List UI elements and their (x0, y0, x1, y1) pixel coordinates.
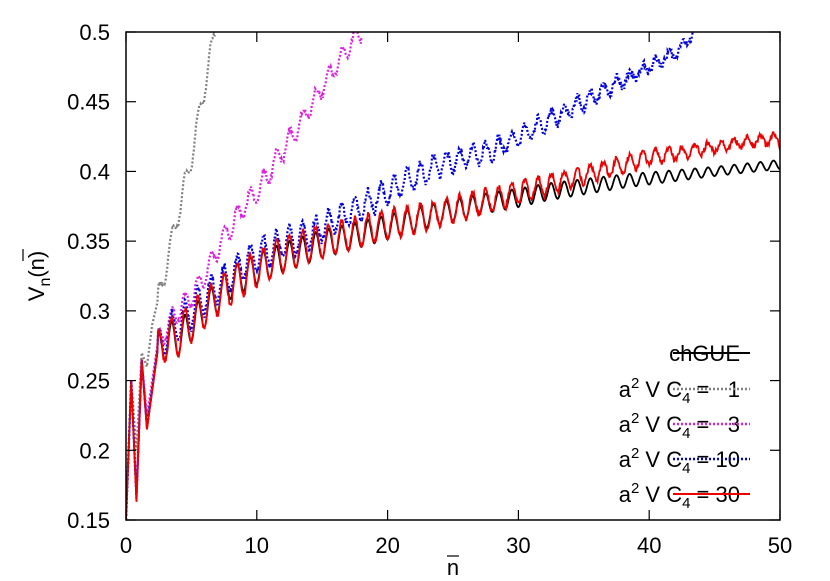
ticks-layer (125, 31, 781, 521)
x-tick-label: 20 (375, 533, 399, 558)
labels-layer: 0 10 20 30 40 50 0.15 0.2 0.25 0.3 0.35 0.4 0.45 0.5 (67, 20, 792, 558)
legend-vc: V C (639, 377, 682, 402)
x-tick-label: 40 (637, 533, 661, 558)
plot-frame (125, 31, 781, 521)
x-tick-label: 0 (120, 533, 132, 558)
legend-value: 10 (716, 447, 740, 472)
legend-value: 1 (716, 377, 740, 402)
y-tick-label: 0.25 (67, 369, 110, 394)
legend-superscript: 2 (631, 445, 639, 462)
x-tick-label: 10 (245, 533, 269, 558)
x-tick-label: 50 (768, 533, 792, 558)
series-layer (126, 32, 780, 520)
legend-vc: V C (639, 447, 682, 472)
y-axis-label-text: Vn(n) (24, 251, 54, 301)
series-line (126, 32, 363, 520)
y-axis-label: Vn(n) (22, 249, 54, 301)
y-axis-label-sub: n (37, 278, 54, 287)
legend-subscript: 4 (682, 495, 690, 512)
y-tick-label: 0.5 (79, 20, 110, 45)
y-tick-label: 0.15 (67, 508, 110, 533)
y-tick-label: 0.2 (79, 438, 110, 463)
legend-subscript: 4 (682, 460, 690, 477)
legend-superscript: 2 (631, 480, 639, 497)
series-line (126, 32, 216, 520)
y-tick-label: 0.35 (67, 229, 110, 254)
legend-vc: V C (639, 412, 682, 437)
y-tick-label: 0.45 (67, 90, 110, 115)
y-tick-label: 0.4 (79, 159, 110, 184)
legend-superscript: 2 (631, 375, 639, 392)
legend-subscript: 4 (682, 390, 690, 407)
y-tick-label: 0.3 (79, 299, 110, 324)
y-axis-label-main: V (24, 286, 49, 301)
legend-entry-label: a2 V C4 = 3 (619, 410, 740, 442)
legend-subscript: 4 (682, 425, 690, 442)
legend-a: a (619, 482, 632, 507)
x-axis-label: n (447, 555, 459, 580)
legend-value: 3 (716, 412, 740, 437)
legend-superscript: 2 (631, 410, 639, 427)
series-line (126, 32, 695, 520)
y-axis-label-arg: (n) (24, 251, 49, 278)
legend-a: a (619, 377, 632, 402)
legend-a: a (619, 412, 632, 437)
series-line (126, 131, 780, 520)
legend-a: a (619, 447, 632, 472)
x-tick-label: 30 (506, 533, 530, 558)
